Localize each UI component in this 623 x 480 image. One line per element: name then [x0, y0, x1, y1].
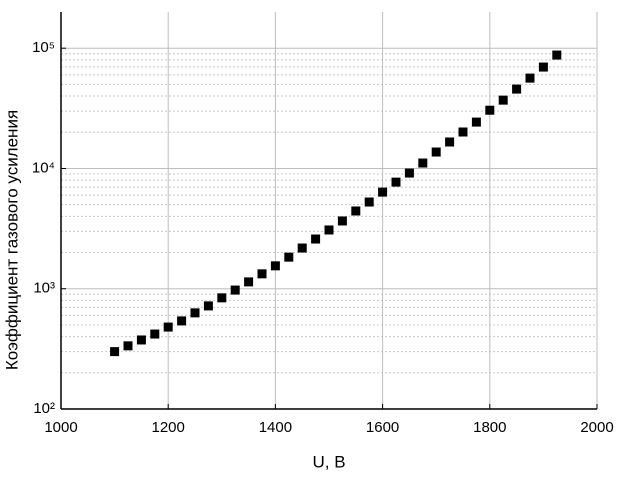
data-point [123, 341, 133, 351]
data-point [431, 147, 441, 157]
x-tick-label: 1400 [259, 419, 292, 436]
data-point [244, 277, 254, 287]
data-point [378, 187, 388, 197]
x-axis-title: U, B [312, 452, 345, 471]
data-point [311, 234, 321, 244]
data-point [485, 105, 495, 115]
data-point [512, 84, 522, 94]
y-tick-label: 10² [33, 400, 55, 417]
y-axis-title: Коэффициент газового усиления [2, 110, 21, 370]
data-point [230, 285, 240, 295]
data-point [445, 137, 455, 147]
y-tick-label: 10⁴ [32, 159, 55, 176]
y-tick-label: 10⁵ [32, 39, 55, 56]
data-point [351, 206, 361, 216]
data-point [177, 316, 187, 326]
data-point [498, 95, 508, 105]
data-point [297, 243, 307, 253]
data-point [163, 322, 173, 332]
y-tick-label: 10³ [33, 280, 55, 297]
data-point [552, 50, 562, 60]
x-tick-label: 1200 [152, 419, 185, 436]
data-point [203, 301, 213, 311]
data-point [270, 261, 280, 271]
data-point [324, 225, 334, 235]
data-point [257, 269, 267, 279]
data-point [458, 127, 468, 137]
x-tick-label: 2000 [580, 419, 613, 436]
data-point [284, 252, 294, 262]
data-point [110, 347, 120, 357]
x-tick-label: 1800 [473, 419, 506, 436]
data-point [136, 335, 146, 345]
data-point [471, 117, 481, 127]
data-point [337, 216, 347, 226]
data-point [190, 308, 200, 318]
x-tick-label: 1600 [366, 419, 399, 436]
data-point [404, 168, 414, 178]
data-point [418, 158, 428, 168]
data-point [391, 177, 401, 187]
data-point [364, 197, 374, 207]
data-point [538, 62, 548, 72]
data-point [525, 73, 535, 83]
data-point [150, 329, 160, 339]
x-tick-label: 1000 [44, 419, 77, 436]
data-point [217, 293, 227, 303]
